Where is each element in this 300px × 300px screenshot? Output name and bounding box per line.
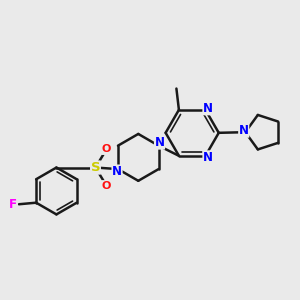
Text: S: S (91, 161, 100, 174)
Text: O: O (102, 181, 111, 191)
Text: N: N (239, 124, 249, 137)
Text: N: N (203, 151, 213, 164)
Text: N: N (154, 136, 164, 149)
Text: O: O (102, 144, 111, 154)
Text: N: N (203, 102, 213, 115)
Text: F: F (9, 198, 17, 211)
Text: N: N (112, 165, 122, 178)
